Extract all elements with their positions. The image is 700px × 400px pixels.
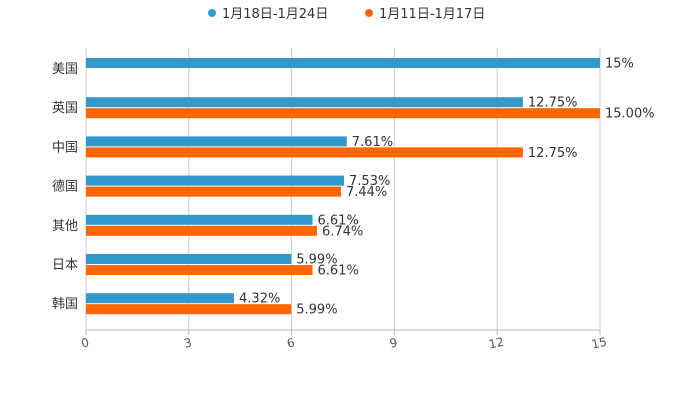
value-label-series-2: 12.75% xyxy=(528,146,578,161)
category-label: 中国 xyxy=(52,140,78,155)
legend-marker-series-2 xyxy=(365,9,373,17)
bar-series-2[interactable] xyxy=(86,265,313,275)
value-label-series-1: 7.53% xyxy=(349,174,390,189)
category-label: 韩国 xyxy=(52,297,78,312)
x-tick-label: 3 xyxy=(183,335,193,350)
value-label-series-1: 4.32% xyxy=(239,292,280,307)
value-label-series-2: 6.61% xyxy=(318,264,359,279)
bar-series-2[interactable] xyxy=(86,147,523,158)
category-label: 美国 xyxy=(52,62,78,77)
value-label-series-1: 6.61% xyxy=(318,213,359,228)
value-labels: 15% 12.75% 15.00% 7.61% 12.75% 7.53%7.44% 6.61… xyxy=(239,57,655,318)
legend-item-series-2[interactable]: 1月11日-1月17日 xyxy=(365,7,485,22)
x-tick-label: 15 xyxy=(590,335,608,352)
legend-item-series-1[interactable]: 1月18日-1月24日 xyxy=(208,7,328,22)
value-label-series-1: 7.61% xyxy=(352,135,393,150)
value-label-series-1: 15% xyxy=(605,57,634,72)
x-axis-ticks: 0 3 6 9 12 15 xyxy=(80,330,608,352)
legend-label-series-1: 1月18日-1月24日 xyxy=(222,7,328,22)
bar-series-1[interactable] xyxy=(86,136,347,147)
value-label-series-1: 12.75% xyxy=(528,96,578,111)
x-tick-label: 0 xyxy=(80,335,90,350)
category-label: 德国 xyxy=(52,180,78,195)
value-label-series-2: 5.99% xyxy=(296,303,337,318)
legend-label-series-2: 1月11日-1月17日 xyxy=(379,7,485,22)
x-tick-label: 6 xyxy=(286,335,296,350)
value-label-series-2: 7.44% xyxy=(346,185,387,200)
bar-series-1[interactable] xyxy=(86,58,600,68)
category-label: 其他 xyxy=(52,219,78,234)
bar-series-2[interactable] xyxy=(86,225,317,236)
category-label: 日本 xyxy=(52,258,78,273)
legend-marker-series-1 xyxy=(208,9,216,17)
x-tick-label: 12 xyxy=(487,335,505,352)
bar-series-1[interactable] xyxy=(86,254,292,264)
bar-series-1[interactable] xyxy=(86,175,345,186)
bar-series-2[interactable] xyxy=(86,304,292,315)
value-label-series-1: 5.99% xyxy=(296,253,337,268)
bar-series-2[interactable] xyxy=(86,108,600,119)
bar-series-1[interactable] xyxy=(86,97,523,108)
gridlines xyxy=(85,48,601,331)
value-label-series-2: 6.74% xyxy=(322,224,363,239)
legend: 1月18日-1月24日 1月11日-1月17日 xyxy=(208,7,485,22)
x-tick-label: 9 xyxy=(388,335,398,350)
bar-series-2[interactable] xyxy=(86,186,341,197)
category-label: 英国 xyxy=(52,101,78,116)
bars xyxy=(86,58,600,315)
bar-series-1[interactable] xyxy=(86,293,235,304)
value-label-series-2: 15.00% xyxy=(605,107,655,122)
bar-series-1[interactable] xyxy=(86,214,313,225)
